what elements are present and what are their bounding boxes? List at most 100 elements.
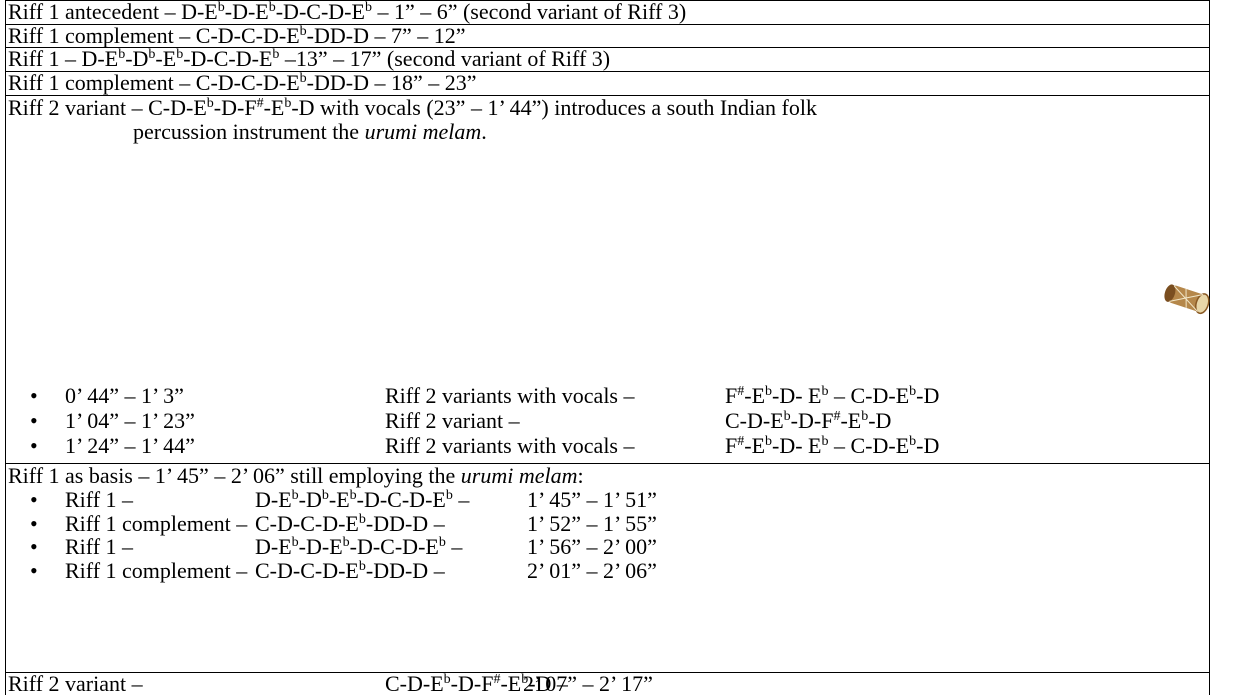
superscript: # (737, 434, 745, 449)
bullet: • (30, 433, 38, 458)
text-run: – C-D-E (828, 383, 910, 408)
text-run: -D – (528, 671, 568, 696)
bullet-label: Riff 1 – (65, 534, 139, 559)
text-run: F (725, 383, 738, 408)
bullet-label: Riff 1 complement – (65, 510, 253, 536)
italic-text: urumi melam (460, 463, 578, 488)
text-run: – C-D-E (828, 433, 910, 458)
text-run: -E (500, 671, 522, 696)
bullet-text: Riff 2 variants with vocals – F#-Eb-D- E… (385, 384, 939, 408)
superscript: b (349, 488, 357, 503)
superscript: b (299, 24, 307, 39)
text-run: C-D-E (385, 671, 444, 696)
bullet-time: 2’ 01” – 2’ 06” (527, 557, 657, 583)
text-run: -E (744, 383, 766, 408)
superscript: b (291, 535, 299, 550)
text-run: -E (155, 46, 177, 71)
superscript: b (765, 434, 773, 449)
row-text: Riff 1 – D-Eb-Db-Eb-D-C-D-Eb –13” – 17” … (8, 47, 610, 71)
bullet-time: 0’ 44” – 1’ 3” (65, 383, 184, 408)
superscript: b (783, 409, 791, 424)
row-notes: C-D-Eb-D-F#-Eb-D – (385, 672, 568, 696)
text-run: -D (125, 46, 149, 71)
text-run: -D-C-D-E (349, 534, 439, 559)
text-run: -D- E (772, 433, 822, 458)
superscript: b (342, 535, 350, 550)
text-run: F (725, 433, 738, 458)
text-run: –13” – 17” (second variant of Riff 3) (279, 46, 611, 71)
bullet-label: Riff 2 variant – (385, 408, 526, 433)
text-run: -D-E (224, 0, 269, 24)
section-line: Riff 1 as basis – 1’ 45” – 2’ 06” still … (8, 464, 584, 488)
text-run: -E (744, 433, 766, 458)
text-run: : (577, 463, 584, 488)
superscript: b (909, 434, 917, 449)
superscript: b (765, 384, 773, 399)
bullet-time: 1’ 04” – 1’ 23” (65, 408, 195, 433)
text-run: -DD-D – (365, 557, 445, 583)
text-run: -D (868, 408, 892, 433)
row-border (5, 463, 1210, 464)
row-border (5, 71, 1210, 72)
bullet-label: Riff 1 – (65, 487, 139, 512)
row-border (5, 47, 1210, 48)
row-text: Riff 1 antecedent – D-Eb-D-Eb-D-C-D-Eb –… (8, 0, 686, 24)
superscript: b (291, 488, 299, 503)
row-time: 2’ 07” – 2’ 17” (523, 671, 653, 696)
bullet-label: Riff 2 variants with vocals – (385, 383, 640, 408)
superscript: b (358, 558, 366, 574)
row-border (5, 95, 1210, 96)
text-run: Riff 1 antecedent – D-E (8, 0, 218, 24)
superscript: b (268, 0, 276, 15)
text-run: -D-C-D-E (183, 46, 273, 71)
section-line: percussion instrument the urumi melam. (133, 120, 487, 144)
text-run: -D with vocals (23” – 1’ 44”) introduces… (291, 95, 817, 120)
text-run: -D-F (790, 408, 834, 433)
text-run: percussion instrument the (133, 119, 365, 144)
text-run: -DD-D – (365, 510, 445, 536)
row-border (5, 672, 1210, 673)
bullet-text: Riff 1 complement – C-D-C-D-Eb-DD-D – (65, 557, 445, 583)
superscript: # (737, 384, 745, 399)
row-text: Riff 1 complement – C-D-C-D-Eb-DD-D – 7”… (8, 24, 466, 48)
superscript: b (445, 488, 453, 503)
superscript: b (284, 96, 292, 111)
superscript: b (438, 535, 446, 550)
text-run: -E (840, 408, 862, 433)
text-run: Riff 1 complement – C-D-C-D-E (8, 23, 300, 48)
text-run: -D (916, 433, 940, 458)
drum-icon (1164, 284, 1210, 315)
superscript: b (272, 47, 280, 62)
text-run: -D-C-D-E (356, 487, 446, 512)
superscript: b (521, 672, 529, 687)
text-run: C-D-C-D-E (255, 510, 359, 536)
text-run: D-E (255, 487, 292, 512)
italic-text: urumi melam (364, 119, 482, 144)
text-run: -E (328, 487, 350, 512)
text-run: – 1” – 6” (second variant of Riff 3) (371, 0, 687, 24)
superscript: b (176, 47, 184, 62)
text-run: -D-C-D-E (275, 0, 365, 24)
section-line: Riff 2 variant – C-D-Eb-D-F#-Eb-D with v… (8, 96, 817, 120)
row-text: Riff 1 complement – C-D-C-D-Eb-DD-D – 18… (8, 71, 477, 95)
text-run: -E (263, 95, 285, 120)
superscript: b (118, 47, 126, 62)
bullet: • (30, 534, 38, 559)
superscript: b (299, 71, 307, 86)
text-run: D-E (255, 534, 292, 559)
row-label: Riff 2 variant – (8, 671, 143, 696)
text-run: – (452, 487, 470, 512)
text-run: Riff 1 – D-E (8, 46, 119, 71)
superscript: b (217, 0, 225, 15)
bullet-label: Riff 2 variants with vocals – (385, 433, 640, 458)
bullet: • (30, 408, 38, 433)
bullet-text: Riff 2 variant – C-D-Eb-D-F#-Eb-D (385, 409, 891, 433)
superscript: b (358, 511, 366, 527)
superscript: b (861, 409, 869, 424)
text-run: -DD-D – 7” – 12” (306, 23, 466, 48)
text-run: – (445, 534, 463, 559)
bullet-text: Riff 1 – D-Eb-Db-Eb-D-C-D-Eb – (65, 488, 469, 512)
superscript: b (206, 96, 214, 111)
text-run: -D (916, 383, 940, 408)
